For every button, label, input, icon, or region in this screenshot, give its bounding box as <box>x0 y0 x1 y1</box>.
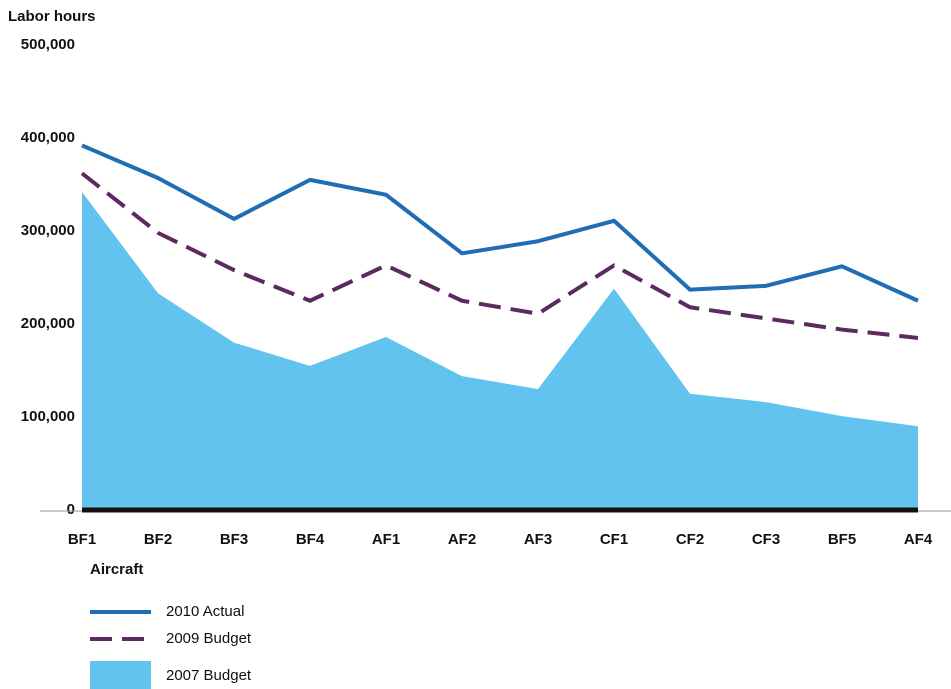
x-tick-label: BF1 <box>68 531 96 548</box>
x-axis-label: Aircraft <box>90 561 143 578</box>
x-tick-label: AF4 <box>904 531 933 548</box>
y-tick-label: 100,000 <box>21 408 75 425</box>
legend-swatch <box>90 661 151 689</box>
y-tick-label: 200,000 <box>21 315 75 332</box>
x-tick-label: BF5 <box>828 531 856 548</box>
y-tick-label: 0 <box>67 501 75 518</box>
legend-label: 2009 Budget <box>166 630 252 647</box>
x-tick-label: AF3 <box>524 531 552 548</box>
x-tick-label: CF1 <box>600 531 628 548</box>
x-tick-label: CF2 <box>676 531 704 548</box>
x-tick-label: AF1 <box>372 531 400 548</box>
x-tick-label: BF4 <box>296 531 325 548</box>
legend-label: 2007 Budget <box>166 667 252 684</box>
y-axis-label: Labor hours <box>8 8 96 25</box>
x-tick-label: AF2 <box>448 531 476 548</box>
legend-label: 2010 Actual <box>166 603 244 620</box>
line <box>81 143 919 303</box>
x-tick-label: BF2 <box>144 531 172 548</box>
line <box>80 171 919 340</box>
y-tick-label: 400,000 <box>21 129 75 146</box>
y-tick-label: 300,000 <box>21 222 75 239</box>
area <box>82 191 918 510</box>
x-tick-label: BF3 <box>220 531 248 548</box>
y-tick-label: 500,000 <box>21 36 75 53</box>
x-tick-label: CF3 <box>752 531 780 548</box>
